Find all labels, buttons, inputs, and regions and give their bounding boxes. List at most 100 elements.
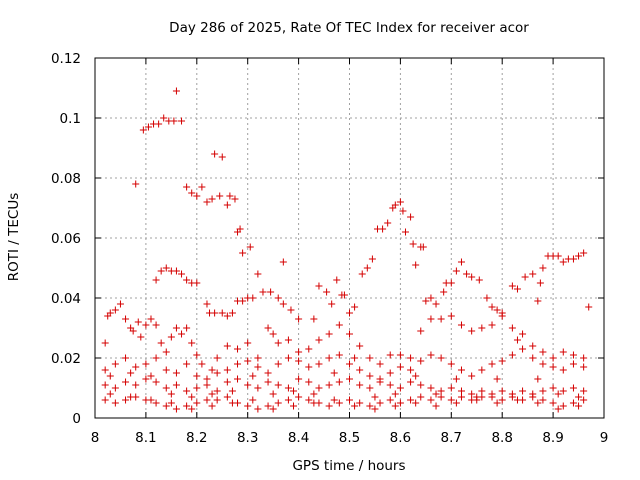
data-point <box>483 294 491 302</box>
data-point <box>315 336 323 344</box>
data-point <box>575 252 583 260</box>
x-axis-label: GPS time / hours <box>292 458 405 474</box>
data-point <box>295 348 303 356</box>
data-point <box>437 354 445 362</box>
data-point <box>310 390 318 398</box>
data-point <box>366 372 374 380</box>
data-point <box>137 333 145 341</box>
data-point <box>223 201 231 209</box>
data-point <box>228 387 236 395</box>
x-tick-label: 8.9 <box>542 430 563 446</box>
data-point <box>279 300 287 308</box>
data-point <box>157 339 165 347</box>
grid-lines <box>95 58 604 418</box>
data-point <box>356 342 364 350</box>
data-point <box>447 396 455 404</box>
data-point <box>239 297 247 305</box>
y-tick-label: 0.02 <box>51 351 81 367</box>
data-point <box>284 336 292 344</box>
data-point <box>407 378 415 386</box>
data-point <box>417 393 425 401</box>
data-point <box>129 327 137 335</box>
data-point <box>384 219 392 227</box>
data-point <box>554 390 562 398</box>
data-point <box>254 384 262 392</box>
x-tick-label: 8.8 <box>491 430 512 446</box>
data-point <box>330 369 338 377</box>
data-point <box>534 399 542 407</box>
data-point <box>234 345 242 353</box>
data-point <box>127 369 135 377</box>
data-point <box>417 357 425 365</box>
data-point <box>559 402 567 410</box>
data-point <box>274 399 282 407</box>
data-point <box>106 309 114 317</box>
data-point <box>223 366 231 374</box>
data-point <box>356 366 364 374</box>
data-point <box>346 309 353 317</box>
data-point <box>160 114 168 122</box>
data-point <box>478 366 486 374</box>
data-point <box>417 381 425 389</box>
data-point <box>211 150 219 158</box>
data-point <box>457 258 465 266</box>
data-point <box>475 276 483 284</box>
data-point <box>549 399 557 407</box>
data-point <box>493 306 501 314</box>
data-point <box>559 348 567 356</box>
data-point <box>284 384 292 392</box>
x-tick-label: 8.3 <box>237 430 258 446</box>
data-point <box>264 369 272 377</box>
data-point <box>234 360 242 368</box>
data-point <box>457 366 465 374</box>
data-point <box>366 354 374 362</box>
data-point <box>305 378 313 386</box>
data-point <box>396 351 404 359</box>
data-point <box>193 279 201 287</box>
x-tick-label: 9 <box>600 430 609 446</box>
data-point <box>193 384 201 392</box>
data-point <box>101 396 109 404</box>
data-point <box>559 387 567 395</box>
data-point <box>132 363 140 371</box>
data-point <box>170 117 178 125</box>
data-point <box>468 273 476 281</box>
data-point <box>447 279 455 287</box>
y-tick-label: 0.12 <box>51 51 81 67</box>
data-point <box>549 354 557 362</box>
y-tick-label: 0.04 <box>51 291 81 307</box>
data-point <box>427 384 435 392</box>
data-point <box>508 351 516 359</box>
data-point <box>323 288 331 296</box>
data-point <box>142 375 150 383</box>
data-point <box>290 402 298 410</box>
x-tick-label: 8.1 <box>135 430 156 446</box>
data-point <box>399 207 407 215</box>
data-point <box>106 372 114 380</box>
data-point <box>358 270 366 278</box>
data-point <box>427 396 435 404</box>
data-point <box>223 342 231 350</box>
x-tick-label: 8.4 <box>288 430 309 446</box>
data-point <box>440 288 448 296</box>
data-point <box>391 402 399 410</box>
data-point <box>147 315 155 323</box>
data-point <box>239 249 247 257</box>
data-point <box>234 375 242 383</box>
data-point <box>167 399 175 407</box>
data-point <box>549 384 557 392</box>
x-tick-label: 8.6 <box>390 430 411 446</box>
data-point <box>264 402 272 410</box>
data-point <box>208 402 216 410</box>
data-point <box>152 378 160 386</box>
data-point <box>529 342 537 350</box>
data-point <box>213 387 221 395</box>
data-point <box>366 402 374 410</box>
data-point <box>549 363 557 371</box>
data-point <box>498 387 506 395</box>
data-point <box>244 357 252 365</box>
data-point <box>122 378 130 386</box>
x-tick-label: 8.7 <box>441 430 462 446</box>
data-point <box>325 402 333 410</box>
data-point <box>447 384 455 392</box>
